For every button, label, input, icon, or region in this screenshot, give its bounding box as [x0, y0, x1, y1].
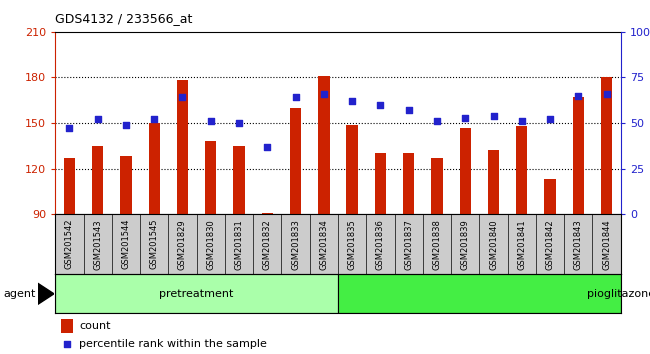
Text: GSM201829: GSM201829: [178, 219, 187, 270]
Text: GSM201544: GSM201544: [122, 219, 131, 269]
Text: GSM201843: GSM201843: [574, 219, 583, 270]
Bar: [545, 179, 556, 214]
Bar: [573, 97, 584, 214]
Bar: [488, 150, 499, 214]
Text: GSM201542: GSM201542: [65, 219, 74, 269]
Text: percentile rank within the sample: percentile rank within the sample: [79, 339, 267, 349]
Point: [149, 116, 159, 122]
Point: [262, 144, 272, 149]
Text: pretreatment: pretreatment: [159, 289, 234, 299]
Bar: [338, 274, 621, 313]
Point: [460, 115, 471, 120]
Bar: [149, 123, 160, 214]
Bar: [177, 80, 188, 214]
Polygon shape: [38, 283, 54, 304]
Text: GDS4132 / 233566_at: GDS4132 / 233566_at: [55, 12, 192, 25]
Bar: [233, 146, 244, 214]
Point: [545, 116, 555, 122]
Text: GSM201839: GSM201839: [461, 219, 470, 270]
Point: [318, 91, 329, 97]
Point: [432, 118, 442, 124]
Bar: [262, 213, 273, 214]
Text: GSM201836: GSM201836: [376, 219, 385, 270]
Text: GSM201841: GSM201841: [517, 219, 526, 270]
Text: agent: agent: [3, 289, 36, 299]
Text: GSM201831: GSM201831: [235, 219, 244, 270]
Point: [573, 93, 584, 98]
Bar: [346, 125, 358, 214]
Text: count: count: [79, 321, 110, 331]
Point: [404, 107, 414, 113]
Text: GSM201844: GSM201844: [602, 219, 611, 270]
Text: GSM201838: GSM201838: [432, 219, 441, 270]
Text: GSM201842: GSM201842: [545, 219, 554, 270]
Point: [347, 98, 358, 104]
Bar: [601, 78, 612, 214]
Text: GSM201545: GSM201545: [150, 219, 159, 269]
Point: [601, 91, 612, 97]
Text: GSM201830: GSM201830: [206, 219, 215, 270]
Text: GSM201835: GSM201835: [348, 219, 357, 270]
Text: pioglitazone: pioglitazone: [587, 289, 650, 299]
Point: [177, 95, 188, 100]
Text: GSM201837: GSM201837: [404, 219, 413, 270]
Point: [64, 126, 75, 131]
Bar: [61, 319, 73, 333]
Bar: [375, 153, 386, 214]
Bar: [55, 274, 338, 313]
Bar: [290, 108, 301, 214]
Bar: [205, 141, 216, 214]
Bar: [64, 158, 75, 214]
Text: GSM201834: GSM201834: [319, 219, 328, 270]
Bar: [318, 76, 330, 214]
Point: [92, 116, 103, 122]
Text: GSM201543: GSM201543: [93, 219, 102, 270]
Point: [488, 113, 499, 119]
Point: [62, 341, 72, 347]
Point: [121, 122, 131, 128]
Point: [205, 118, 216, 124]
Point: [291, 95, 301, 100]
Bar: [120, 156, 131, 214]
Text: GSM201840: GSM201840: [489, 219, 498, 270]
Text: GSM201832: GSM201832: [263, 219, 272, 270]
Point: [517, 118, 527, 124]
Bar: [460, 127, 471, 214]
Text: GSM201833: GSM201833: [291, 219, 300, 270]
Point: [375, 102, 385, 108]
Bar: [92, 146, 103, 214]
Point: [234, 120, 244, 126]
Bar: [432, 158, 443, 214]
Bar: [403, 153, 414, 214]
Bar: [516, 126, 527, 214]
